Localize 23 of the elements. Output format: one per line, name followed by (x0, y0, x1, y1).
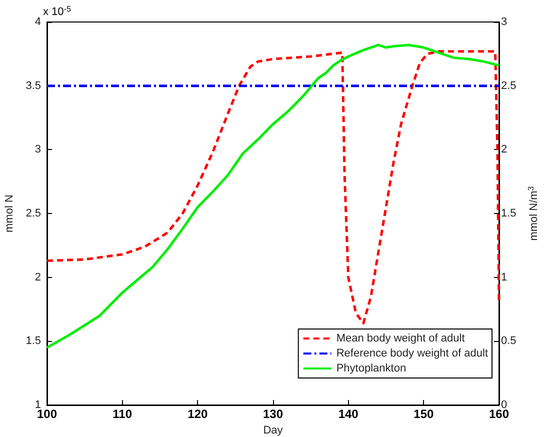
y-tick-label: 2.5 (26, 208, 41, 220)
y2-tick-label: 0.5 (501, 335, 516, 348)
legend-label: Phytoplankton (336, 362, 406, 374)
y-axis-title: mmol N (3, 194, 16, 232)
x-tick-label: 130 (262, 407, 284, 421)
legend-label: Reference body weight of adult (336, 348, 488, 360)
y-tick-label: 2 (34, 271, 41, 284)
x-tick-label: 140 (338, 407, 359, 421)
x-tick-label: 120 (188, 407, 208, 421)
y2-tick-label: 1 (501, 271, 508, 284)
x-tick-label: 110 (112, 407, 132, 421)
y2-tick-label: 2 (501, 144, 508, 156)
y2-tick-label: 3 (501, 16, 508, 28)
y-tick-label: 3.5 (26, 80, 41, 92)
y-tick-label: 1.5 (26, 335, 41, 348)
y2-tick-label: 1.5 (501, 208, 516, 220)
legend-label: Mean body weight of adult (336, 332, 465, 344)
x-axis-title: Day (263, 424, 284, 436)
y2-axis-title: mmol N/m3 (526, 186, 540, 241)
y-tick-label: 4 (34, 16, 41, 28)
y2-tick-label: 2.5 (501, 80, 516, 92)
y-tick-label: 3 (34, 144, 41, 156)
x-tick-label: 150 (414, 407, 434, 421)
